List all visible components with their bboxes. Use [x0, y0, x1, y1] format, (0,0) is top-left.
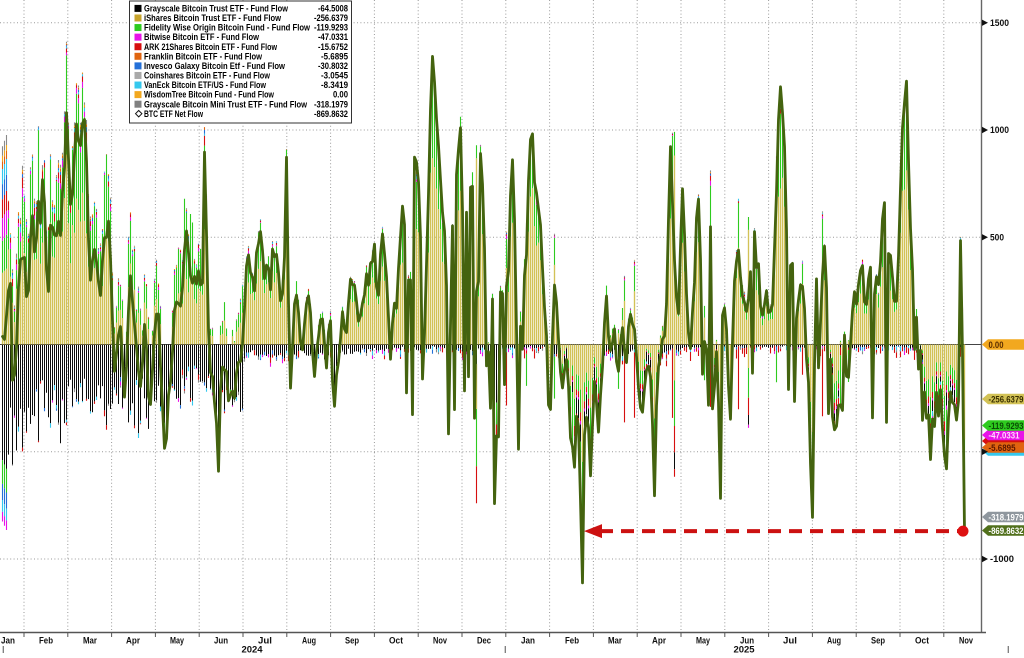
svg-text:-5.6895: -5.6895: [321, 51, 348, 61]
svg-text:Jan: Jan: [1, 636, 15, 647]
svg-text:-869.8632: -869.8632: [314, 109, 348, 119]
svg-text:500: 500: [990, 232, 1004, 243]
svg-text:Grayscale Bitcoin Trust ETF -: Grayscale Bitcoin Trust ETF - Fund Flow: [144, 4, 289, 14]
svg-text:-318.1979: -318.1979: [989, 512, 1024, 522]
svg-text:ARK 21Shares Bitcoin ETF - Fun: ARK 21Shares Bitcoin ETF - Fund Flow: [144, 42, 278, 52]
svg-text:2024: 2024: [242, 645, 264, 654]
svg-text:Oct: Oct: [915, 636, 930, 647]
svg-text:-256.6379: -256.6379: [989, 394, 1024, 404]
svg-text:iShares Bitcoin Trust ETF - Fu: iShares Bitcoin Trust ETF - Fund Flow: [144, 13, 282, 23]
svg-text:Jul: Jul: [783, 636, 797, 647]
svg-text:-119.9293: -119.9293: [314, 23, 348, 33]
svg-text:-256.6379: -256.6379: [314, 13, 348, 23]
svg-text:-47.0331: -47.0331: [318, 32, 348, 42]
svg-text:Nov: Nov: [959, 636, 974, 647]
svg-text:|: |: [1007, 645, 1009, 654]
svg-text:-869.8632: -869.8632: [989, 526, 1024, 536]
svg-text:1000: 1000: [990, 125, 1009, 136]
svg-text:-30.8032: -30.8032: [318, 61, 348, 71]
svg-text:-318.1979: -318.1979: [314, 99, 348, 109]
svg-text:Fidelity Wise Origin Bitcoin F: Fidelity Wise Origin Bitcoin Fund - Fund…: [144, 23, 311, 33]
svg-text:-8.3419: -8.3419: [321, 80, 348, 90]
svg-text:-1000: -1000: [990, 554, 1014, 565]
svg-text:Jun: Jun: [214, 636, 228, 647]
svg-text:May: May: [170, 636, 185, 647]
svg-text:0.00: 0.00: [989, 340, 1004, 350]
svg-text:Franklin Bitcoin ETF - Fund Fl: Franklin Bitcoin ETF - Fund Flow: [144, 51, 263, 61]
svg-text:0.00: 0.00: [333, 90, 348, 100]
svg-text:Dec: Dec: [477, 636, 491, 647]
svg-text:Feb: Feb: [39, 636, 53, 647]
svg-text:Jul: Jul: [258, 636, 272, 647]
svg-text:VanEck Bitcoin ETF/US - Fund F: VanEck Bitcoin ETF/US - Fund Flow: [144, 80, 267, 90]
svg-text:|: |: [504, 645, 506, 654]
svg-text:-5.6895: -5.6895: [989, 443, 1016, 453]
svg-text:Feb: Feb: [565, 636, 579, 647]
svg-text:Grayscale Bitcoin Mini Trust E: Grayscale Bitcoin Mini Trust ETF - Fund …: [144, 99, 308, 109]
svg-text:2025: 2025: [734, 645, 756, 654]
svg-text:|: |: [2, 645, 4, 654]
svg-text:WisdomTree Bitcoin Fund - Fund: WisdomTree Bitcoin Fund - Fund Flow: [144, 90, 275, 100]
svg-text:Sep: Sep: [345, 636, 359, 647]
svg-text:Apr: Apr: [652, 636, 666, 647]
svg-text:-47.0331: -47.0331: [989, 430, 1020, 440]
svg-text:-64.5008: -64.5008: [318, 4, 348, 14]
svg-text:Nov: Nov: [433, 636, 448, 647]
svg-text:Jun: Jun: [740, 636, 754, 647]
svg-text:May: May: [696, 636, 711, 647]
svg-text:1500: 1500: [990, 18, 1009, 29]
svg-text:Coinshares Bitcoin ETF - Fund: Coinshares Bitcoin ETF - Fund Flow: [144, 71, 271, 81]
svg-text:Mar: Mar: [608, 636, 622, 647]
svg-text:Invesco Galaxy Bitcoin Etf - F: Invesco Galaxy Bitcoin Etf - Fund Flow: [144, 61, 286, 71]
svg-text:-3.0545: -3.0545: [321, 71, 348, 81]
svg-text:Apr: Apr: [126, 636, 140, 647]
svg-text:Oct: Oct: [389, 636, 404, 647]
svg-text:Jan: Jan: [521, 636, 535, 647]
svg-text:BTC ETF Net Flow: BTC ETF Net Flow: [144, 109, 204, 119]
svg-text:-119.9293: -119.9293: [989, 421, 1024, 431]
svg-text:-15.6752: -15.6752: [318, 42, 348, 52]
svg-text:Mar: Mar: [83, 636, 97, 647]
svg-text:Aug: Aug: [302, 636, 316, 647]
svg-text:Aug: Aug: [827, 636, 841, 647]
svg-text:Sep: Sep: [871, 636, 885, 647]
svg-text:Bitwise Bitcoin ETF - Fund Flo: Bitwise Bitcoin ETF - Fund Flow: [144, 32, 260, 42]
